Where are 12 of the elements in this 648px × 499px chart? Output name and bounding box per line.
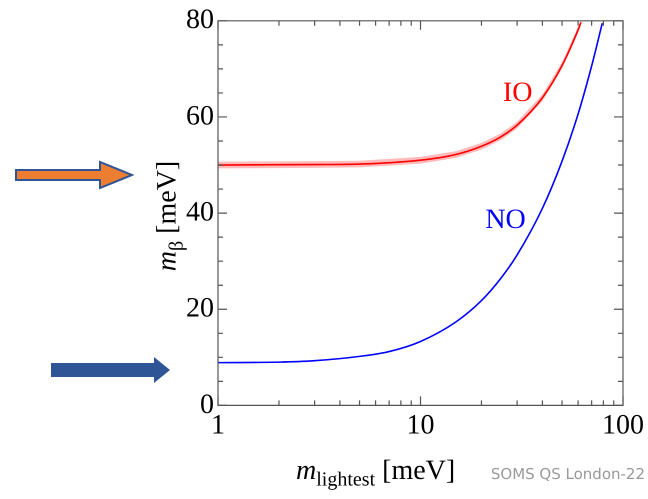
text: SOMS QS London-22 bbox=[490, 465, 645, 483]
y-tick-label: 80 bbox=[186, 4, 214, 36]
x-axis-title: m$_{lightest}$ [meV] bbox=[296, 455, 456, 492]
x-tick-label: 10 bbox=[406, 410, 434, 441]
x-tick-label: 100 bbox=[602, 410, 644, 441]
y-tick-label: 60 bbox=[186, 100, 214, 132]
x-tick-label: 1 bbox=[211, 410, 225, 441]
y-tick-label: 0 bbox=[200, 388, 214, 420]
y-tick-label: 20 bbox=[186, 292, 214, 324]
series-label: NO bbox=[485, 204, 526, 236]
series-label: IO bbox=[502, 77, 532, 108]
y-tick-label: 40 bbox=[186, 196, 214, 228]
